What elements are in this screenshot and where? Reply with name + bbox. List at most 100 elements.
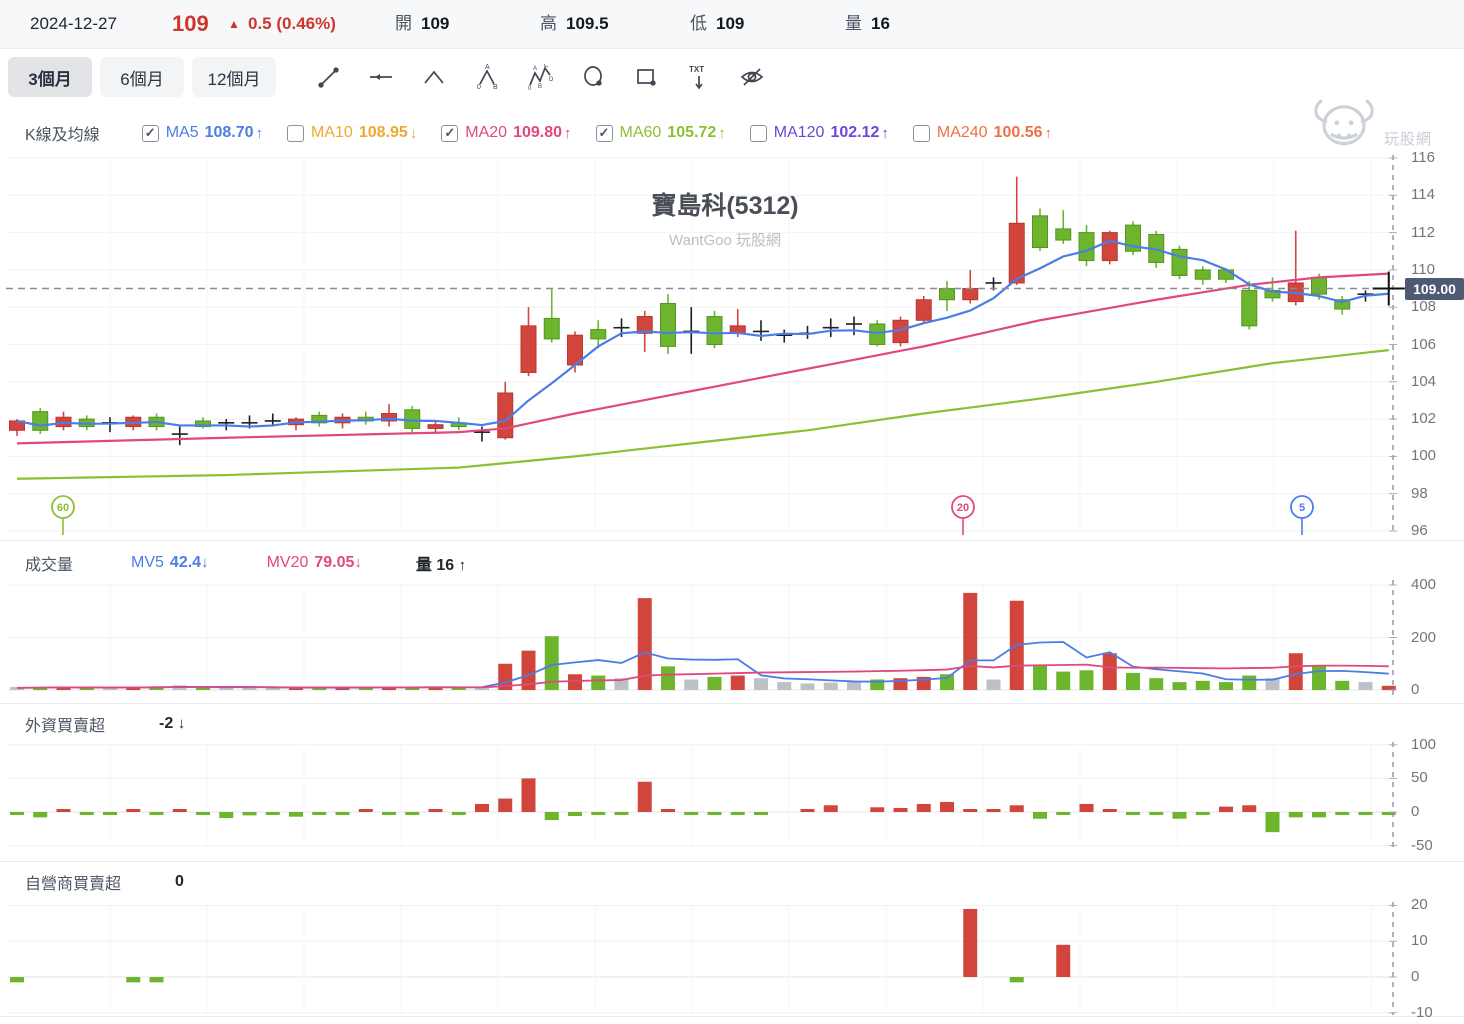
svg-text:TXT: TXT (689, 65, 704, 74)
svg-text:B: B (538, 84, 542, 90)
axis-tick-label: 100 (1411, 735, 1437, 753)
volume-ma-MV20: MV20 79.05↓ (266, 554, 362, 571)
horizontal-line-icon[interactable] (361, 57, 401, 97)
foreign-down-arrow: ↓ (177, 715, 186, 732)
chart-toolbar: 3個月 6個月 12個月 0 A B 0 A B C D TXT (8, 56, 785, 98)
quote-change: 0.5 (0.46%) (248, 14, 336, 33)
quote-field-開: 開 109 (395, 14, 450, 33)
checkbox-checked-icon[interactable]: ✓ (141, 124, 159, 142)
checkbox-checked-icon[interactable]: ✓ (595, 124, 613, 142)
ma-window-marker-60: 60 (51, 495, 75, 519)
axis-tick-label: 110 (1411, 260, 1435, 278)
axis-tick-label: 0 (1411, 681, 1420, 698)
svg-text:A: A (533, 66, 537, 72)
divider (0, 1016, 1464, 1017)
text-icon[interactable]: TXT (679, 57, 719, 97)
svg-text:5: 5 (1299, 502, 1305, 514)
price-chart[interactable]: 60 20 5 (0, 145, 1464, 540)
axis-tick-label: 108 (1411, 298, 1437, 316)
dealer-chart[interactable] (0, 897, 1464, 1020)
divider (0, 703, 1464, 704)
quote-field-低: 低 109 (690, 14, 745, 33)
hide-drawings-icon[interactable] (732, 57, 772, 97)
volume-title: 成交量 (25, 557, 74, 574)
svg-text:C: C (544, 64, 549, 69)
svg-text:B: B (493, 84, 498, 90)
volume-last: 量 16 ↑ (410, 551, 466, 575)
axis-tick-label: 102 (1411, 410, 1437, 428)
axis-tick-label: 112 (1411, 223, 1435, 241)
quote-bar: 2024-12-27 109 ▲ 0.5 (0.46%) 開 109 高 109.5 低… (0, 0, 1464, 49)
quote-field-量: 量 16 (845, 14, 890, 33)
ma-toggle-MA10[interactable]: MA10 108.95 ↓ (287, 124, 417, 142)
checkbox-checked-icon[interactable]: ✓ (441, 124, 459, 142)
period-tabs: 3個月 6個月 12個月 (8, 57, 284, 97)
ma-legend-row: K線及均線 ✓ MA5 108.70 ↑ MA10 108.95 ↓ ✓ MA20 109.80 ↑… (25, 118, 1076, 148)
ma-window-marker-5: 5 (1290, 495, 1314, 519)
last-price-tag: 109.00 (1405, 278, 1464, 300)
axis-tick-label: 104 (1411, 372, 1437, 390)
trend-line-icon[interactable] (308, 57, 348, 97)
divider (0, 540, 1464, 541)
dealer-value-wrap: 0 (169, 873, 184, 891)
legend-title: K線及均線 (25, 127, 100, 144)
dealer-value: 0 (175, 873, 184, 890)
checkbox-unchecked-icon[interactable] (287, 124, 305, 142)
abcd-wave-icon[interactable]: 0 A B C D (520, 57, 560, 97)
axis-tick-label: 200 (1411, 628, 1437, 646)
volume-panel-header: 成交量 MV5 42.4↓ MV20 79.05↓ 量 16 ↑ (0, 546, 1464, 580)
svg-text:D: D (549, 77, 553, 83)
foreign-value-wrap: -2 ↓ (153, 715, 185, 733)
dealer-title: 自營商買賣超 (25, 876, 122, 893)
ellipse-icon[interactable] (573, 57, 613, 97)
foreign-chart[interactable] (0, 737, 1464, 855)
ma-toggle-MA5[interactable]: ✓ MA5 108.70 ↑ (141, 124, 263, 142)
ma-toggle-MA20[interactable]: ✓ MA20 109.80 ↑ (441, 124, 572, 142)
axis-tick-label: 98 (1411, 484, 1428, 502)
svg-text:60: 60 (57, 502, 69, 514)
ma-window-marker-20: 20 (951, 495, 975, 519)
axis-tick-label: 400 (1411, 576, 1437, 593)
axis-tick-label: 0 (1411, 968, 1420, 985)
quote-price: 109 (172, 11, 209, 36)
brand-watermark: 玩股網 (1308, 96, 1458, 153)
volume-chart[interactable] (0, 575, 1464, 700)
period-tab-12個月[interactable]: 12個月 (192, 57, 276, 97)
abc-wave-icon[interactable]: 0 A B (467, 57, 507, 97)
dealer-panel-header: 自營商買賣超 0 (0, 865, 1464, 899)
axis-tick-label: 116 (1411, 149, 1435, 166)
axis-tick-label: 50 (1411, 769, 1428, 787)
price-up-arrow: ▲ (228, 17, 240, 31)
svg-text:20: 20 (957, 502, 969, 514)
axis-tick-label: 0 (1411, 803, 1420, 820)
ma-toggle-MA60[interactable]: ✓ MA60 105.72 ↑ (595, 124, 726, 142)
ma-toggle-MA240[interactable]: MA240 100.56 ↑ (912, 124, 1052, 142)
volume-up-arrow: ↑ (458, 557, 467, 574)
quote-date: 2024-12-27 (30, 14, 117, 33)
axis-tick-label: 96 (1411, 522, 1428, 539)
checkbox-unchecked-icon[interactable] (912, 124, 930, 142)
ma-toggle-MA120[interactable]: MA120 102.12 ↑ (749, 124, 889, 142)
checkbox-unchecked-icon[interactable] (749, 124, 767, 142)
watermark-text: 玩股網 (1384, 131, 1433, 148)
svg-text:0: 0 (528, 86, 532, 90)
rectangle-icon[interactable] (626, 57, 666, 97)
foreign-value: -2 (159, 715, 174, 732)
axis-tick-label: -10 (1411, 1003, 1433, 1021)
foreign-panel-header: 外資買賣超 -2 ↓ (0, 707, 1464, 741)
axis-tick-label: 100 (1411, 447, 1437, 465)
drawing-tools: 0 A B 0 A B C D TXT (308, 57, 785, 97)
period-tab-6個月[interactable]: 6個月 (100, 57, 184, 97)
svg-text:0: 0 (477, 84, 481, 90)
axis-tick-label: 106 (1411, 335, 1437, 353)
ma-legend-items: ✓ MA5 108.70 ↑ MA10 108.95 ↓ ✓ MA20 109.80 ↑ ✓ MA60 1… (141, 124, 1076, 142)
foreign-title: 外資買賣超 (25, 718, 106, 735)
quote-field-高: 高 109.5 (540, 14, 609, 33)
volume-ma-MV5: MV5 42.4↓ (131, 554, 209, 571)
volume-last-value: 量 16 (415, 557, 455, 574)
period-tab-3個月[interactable]: 3個月 (8, 57, 92, 97)
angle-line-icon[interactable] (414, 57, 454, 97)
axis-tick-label: -50 (1411, 836, 1433, 854)
svg-text:A: A (485, 64, 490, 71)
